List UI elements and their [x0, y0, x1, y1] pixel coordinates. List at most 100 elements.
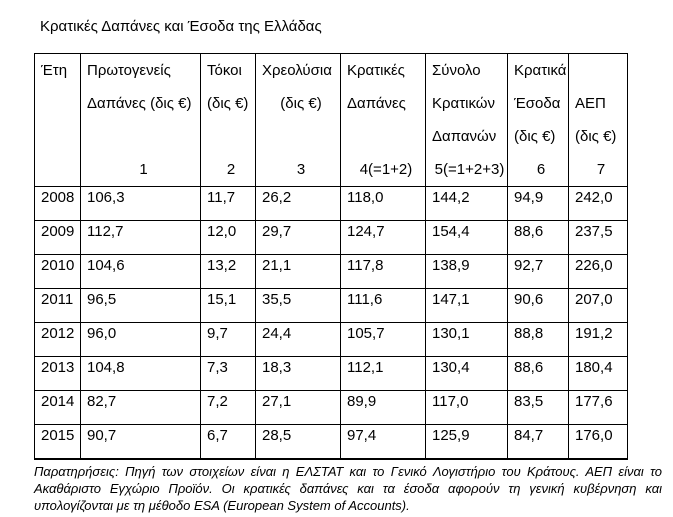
cell-year: 2013	[34, 356, 81, 391]
cell-value: 180,4	[568, 356, 628, 391]
cell-year: 2015	[34, 424, 81, 460]
cell-value: 7,3	[200, 356, 256, 391]
cell-value: 226,0	[568, 254, 628, 289]
header-column-number: 4(=1+2)	[359, 161, 413, 178]
header-line: Δαπανών	[432, 128, 497, 145]
header-line: Κρατικών	[432, 95, 495, 112]
cell-value: 27,1	[255, 390, 341, 425]
cell-value: 130,1	[425, 322, 508, 357]
cell-value: 12,0	[200, 220, 256, 255]
cell-value: 15,1	[200, 288, 256, 323]
cell-value: 24,4	[255, 322, 341, 357]
cell-year: 2014	[34, 390, 81, 425]
header-cell-kratika-esoda: Κρατικά Έσοδα (δις €) 6	[507, 53, 569, 187]
cell-value: 88,8	[507, 322, 569, 357]
header-column-number: 7	[596, 161, 606, 178]
cell-value: 124,7	[340, 220, 426, 255]
cell-year: 2010	[34, 254, 81, 289]
cell-value: 88,6	[507, 356, 569, 391]
header-cell-protogeneis-dapanes: Πρωτογενείς Δαπάνες (δις €) 1	[80, 53, 201, 187]
header-cell-kratikes-dapanes: Κρατικές Δαπάνες 4(=1+2)	[340, 53, 426, 187]
table-row-2014: 2014 82,7 7,2 27,1 89,9 117,0 83,5 177,6	[34, 390, 628, 425]
table-row-2015: 2015 90,7 6,7 28,5 97,4 125,9 84,7 176,0	[34, 424, 628, 460]
header-line: (δις €)	[514, 128, 556, 145]
header-line	[575, 55, 627, 88]
header-line	[347, 120, 425, 153]
cell-value: 112,1	[340, 356, 426, 391]
header-line: Έσοδα	[514, 95, 561, 112]
header-line: Δαπάνες (δις €)	[87, 95, 192, 112]
table-row-2012: 2012 96,0 9,7 24,4 105,7 130,1 88,8 191,2	[34, 322, 628, 357]
cell-year: 2009	[34, 220, 81, 255]
cell-value: 117,0	[425, 390, 508, 425]
table-row-2009: 2009 112,7 12,0 29,7 124,7 154,4 88,6 237,5	[34, 220, 628, 255]
cell-year: 2011	[34, 288, 81, 323]
header-cell-xreolysia: Χρεολύσια (δις €) 3	[255, 53, 341, 187]
header-line: Κρατικά	[514, 62, 567, 79]
cell-value: 104,6	[80, 254, 201, 289]
cell-value: 84,7	[507, 424, 569, 460]
cell-value: 97,4	[340, 424, 426, 460]
header-line: Πρωτογενείς	[87, 62, 171, 79]
cell-value: 94,9	[507, 186, 569, 221]
cell-value: 83,5	[507, 390, 569, 425]
cell-value: 112,7	[80, 220, 201, 255]
table-row-2011: 2011 96,5 15,1 35,5 111,6 147,1 90,6 207,0	[34, 288, 628, 323]
cell-value: 242,0	[568, 186, 628, 221]
cell-value: 138,9	[425, 254, 508, 289]
header-column-number: 5(=1+2+3)	[434, 161, 505, 178]
table-row-2010: 2010 104,6 13,2 21,1 117,8 138,9 92,7 226,0	[34, 254, 628, 289]
notes-text: Παρατηρήσεις: Πηγή των στοιχείων είναι η…	[34, 464, 662, 513]
cell-value: 176,0	[568, 424, 628, 460]
table-row-2008: 2008 106,3 11,7 26,2 118,0 144,2 94,9 242,0	[34, 186, 628, 221]
header-line: Τόκοι	[207, 62, 242, 79]
cell-year: 2012	[34, 322, 81, 357]
cell-value: 96,5	[80, 288, 201, 323]
cell-value: 154,4	[425, 220, 508, 255]
cell-value: 82,7	[80, 390, 201, 425]
cell-value: 6,7	[200, 424, 256, 460]
header-line: Δαπάνες	[347, 95, 406, 112]
header-line: Κρατικές	[347, 62, 405, 79]
header-line: Έτη	[41, 62, 68, 79]
table-row-2013: 2013 104,8 7,3 18,3 112,1 130,4 88,6 180,4	[34, 356, 628, 391]
cell-value: 207,0	[568, 288, 628, 323]
data-table: Έτη Πρωτογενείς Δαπάνες (δις €) 1 Τόκοι (δι…	[34, 53, 628, 460]
cell-value: 90,6	[507, 288, 569, 323]
cell-year: 2008	[34, 186, 81, 221]
header-line: (δις €)	[207, 95, 249, 112]
cell-value: 88,6	[507, 220, 569, 255]
document-title: Κρατικές Δαπάνες και Έσοδα της Ελλάδας	[40, 18, 322, 35]
table-header-row: Έτη Πρωτογενείς Δαπάνες (δις €) 1 Τόκοι (δι…	[34, 53, 628, 187]
header-line	[262, 120, 340, 153]
cell-value: 11,7	[200, 186, 256, 221]
cell-value: 130,4	[425, 356, 508, 391]
cell-value: 21,1	[255, 254, 341, 289]
header-line: (δις €)	[575, 128, 617, 145]
cell-value: 147,1	[425, 288, 508, 323]
header-line	[207, 120, 255, 153]
cell-value: 104,8	[80, 356, 201, 391]
cell-value: 13,2	[200, 254, 256, 289]
cell-value: 28,5	[255, 424, 341, 460]
header-column-number: 1	[139, 161, 148, 178]
cell-value: 111,6	[340, 288, 426, 323]
cell-value: 125,9	[425, 424, 508, 460]
cell-value: 96,0	[80, 322, 201, 357]
cell-value: 7,2	[200, 390, 256, 425]
cell-value: 106,3	[80, 186, 201, 221]
cell-value: 89,9	[340, 390, 426, 425]
cell-value: 117,8	[340, 254, 426, 289]
header-column-number	[41, 153, 80, 186]
cell-value: 191,2	[568, 322, 628, 357]
header-line	[87, 120, 200, 153]
header-line	[41, 87, 80, 120]
cell-value: 105,7	[340, 322, 426, 357]
header-line	[41, 120, 80, 153]
header-cell-synolo-kratikon-dapanon: Σύνολο Κρατικών Δαπανών 5(=1+2+3)	[425, 53, 508, 187]
cell-value: 26,2	[255, 186, 341, 221]
header-cell-eth: Έτη	[34, 53, 81, 187]
header-line: (δις €)	[280, 95, 322, 112]
header-column-number: 3	[296, 161, 306, 178]
